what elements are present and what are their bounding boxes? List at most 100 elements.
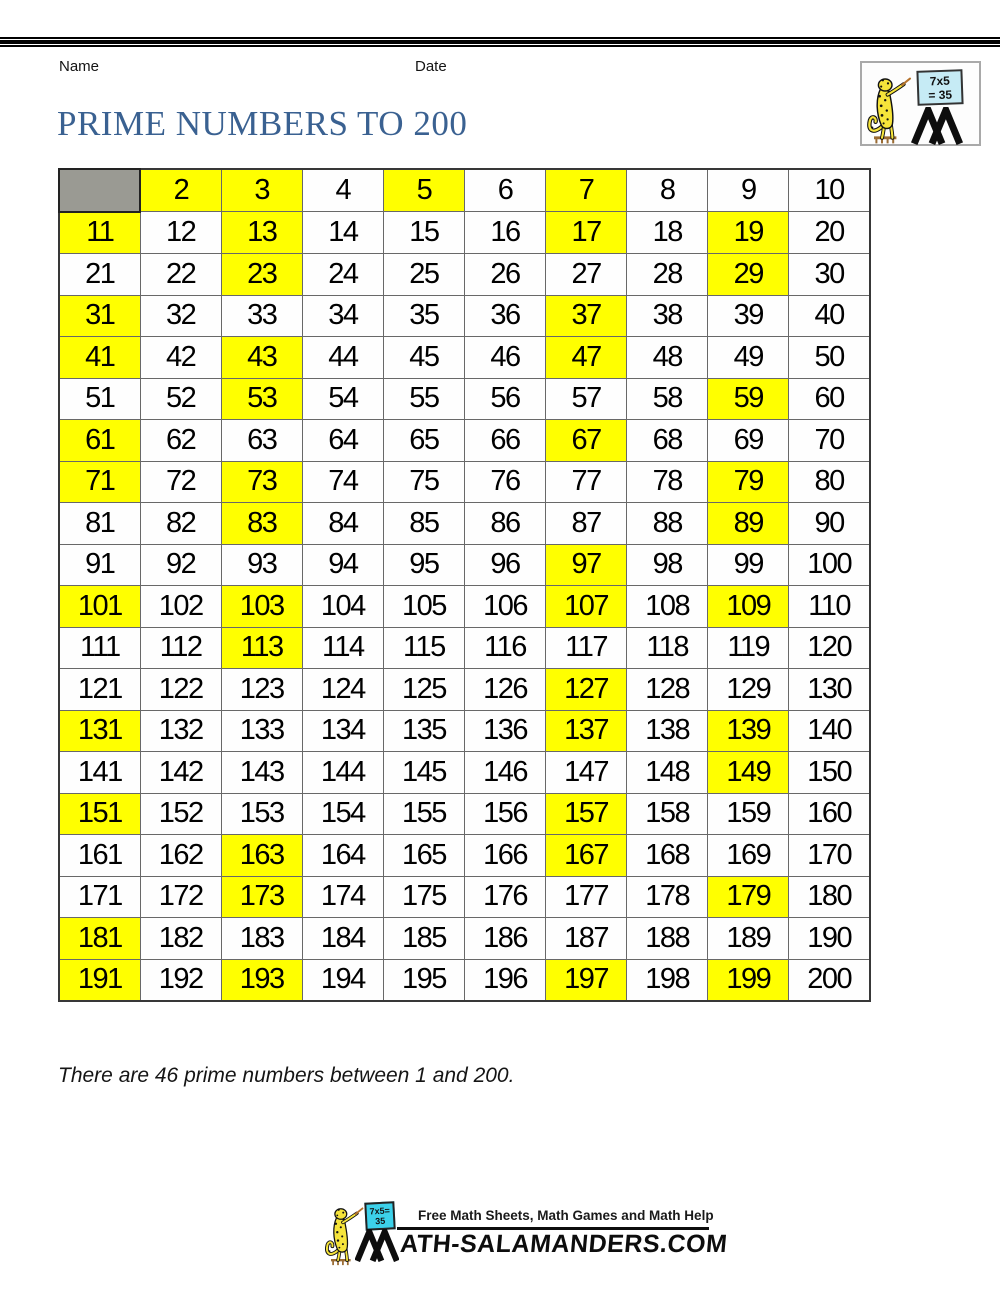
grid-cell-197: 197 (545, 958, 628, 1002)
math-salamanders-footer-logo: 7x5= 35 Free Math Sheets, Math Games and… (320, 1199, 729, 1273)
name-label: Name (59, 58, 100, 75)
grid-row: 181 182 183 184 185 186 187 188 189 190 (58, 917, 871, 960)
grid-cell-71: 71 (58, 460, 141, 503)
grid-cell-190: 190 (788, 917, 871, 960)
grid-cell-181: 181 (58, 917, 141, 960)
grid-cell-44: 44 (301, 336, 384, 379)
grid-cell-123: 123 (220, 668, 303, 711)
grid-cell-184: 184 (301, 917, 384, 960)
grid-cell-198: 198 (626, 958, 709, 1002)
grid-row: 41 42 43 44 45 46 47 48 49 50 (58, 336, 871, 379)
grid-cell-157: 157 (545, 792, 628, 835)
grid-cell-43: 43 (220, 336, 303, 379)
grid-cell-141: 141 (58, 751, 141, 794)
grid-cell-119: 119 (707, 626, 790, 669)
grid-cell-58: 58 (626, 377, 709, 420)
grid-cell-93: 93 (220, 543, 303, 586)
page-title: PRIME NUMBERS TO 200 (57, 104, 468, 143)
grid-cell-86: 86 (463, 502, 547, 545)
grid-cell-142: 142 (139, 751, 222, 794)
grid-cell-126: 126 (463, 668, 547, 711)
grid-cell-19: 19 (707, 211, 790, 254)
grid-cell-115: 115 (382, 626, 465, 669)
grid-cell-132: 132 (139, 709, 222, 752)
grid-cell-11: 11 (58, 211, 141, 254)
grid-cell-167: 167 (545, 834, 628, 877)
grid-cell-131: 131 (58, 709, 141, 752)
grid-cell-103: 103 (220, 585, 303, 628)
grid-cell-163: 163 (220, 834, 303, 877)
grid-row: 51 52 53 54 55 56 57 58 59 60 (58, 377, 871, 420)
grid-cell-26: 26 (463, 253, 547, 296)
grid-cell-59: 59 (707, 377, 790, 420)
grid-cell-27: 27 (545, 253, 628, 296)
grid-cell-40: 40 (788, 294, 871, 337)
grid-cell-164: 164 (301, 834, 384, 877)
grid-cell-195: 195 (382, 958, 465, 1002)
number-grid: 2 3 4 5 6 7 8 9 10 11 12 13 14 15 16 17 18 19 20 21 22 23 24 25… (57, 168, 871, 1002)
summary-note: There are 46 prime numbers between 1 and… (58, 1064, 515, 1087)
grid-cell-174: 174 (301, 875, 384, 918)
grid-cell-29: 29 (707, 253, 790, 296)
grid-cell-54: 54 (301, 377, 384, 420)
grid-cell-55: 55 (382, 377, 465, 420)
grid-cell-81: 81 (58, 502, 141, 545)
grid-cell-112: 112 (139, 626, 222, 669)
grid-cell-158: 158 (626, 792, 709, 835)
grid-cell-23: 23 (220, 253, 303, 296)
grid-cell-153: 153 (220, 792, 303, 835)
grid-cell-127: 127 (545, 668, 628, 711)
grid-cell-172: 172 (139, 875, 222, 918)
grid-cell-169: 169 (707, 834, 790, 877)
grid-cell-16: 16 (463, 211, 547, 254)
grid-cell-120: 120 (788, 626, 871, 669)
grid-cell-146: 146 (463, 751, 547, 794)
grid-cell-101: 101 (58, 585, 141, 628)
grid-cell-134: 134 (301, 709, 384, 752)
grid-cell-108: 108 (626, 585, 709, 628)
grid-row: 141 142 143 144 145 146 147 148 149 150 (58, 751, 871, 794)
grid-cell-171: 171 (58, 875, 141, 918)
grid-cell-124: 124 (301, 668, 384, 711)
grid-cell-161: 161 (58, 834, 141, 877)
grid-cell-73: 73 (220, 460, 303, 503)
grid-cell-82: 82 (139, 502, 222, 545)
grid-cell-61: 61 (58, 419, 141, 462)
grid-cell-199: 199 (707, 958, 790, 1002)
grid-cell-46: 46 (463, 336, 547, 379)
grid-cell-65: 65 (382, 419, 465, 462)
grid-cell-113: 113 (220, 626, 303, 669)
grid-row: 31 32 33 34 35 36 37 38 39 40 (58, 294, 871, 337)
grid-cell-57: 57 (545, 377, 628, 420)
grid-cell-135: 135 (382, 709, 465, 752)
grid-cell-51: 51 (58, 377, 141, 420)
grid-cell-14: 14 (301, 211, 384, 254)
grid-cell-129: 129 (707, 668, 790, 711)
grid-cell-183: 183 (220, 917, 303, 960)
grid-row: 171 172 173 174 175 176 177 178 179 180 (58, 875, 871, 918)
grid-cell-52: 52 (139, 377, 222, 420)
grid-cell-125: 125 (382, 668, 465, 711)
grid-cell-182: 182 (139, 917, 222, 960)
grid-cell-89: 89 (707, 502, 790, 545)
grid-cell-140: 140 (788, 709, 871, 752)
grid-cell-76: 76 (463, 460, 547, 503)
grid-cell-20: 20 (788, 211, 871, 254)
grid-cell-22: 22 (139, 253, 222, 296)
grid-cell-156: 156 (463, 792, 547, 835)
grid-cell-194: 194 (301, 958, 384, 1002)
grid-cell-66: 66 (463, 419, 547, 462)
grid-cell-147: 147 (545, 751, 628, 794)
grid-cell-177: 177 (545, 875, 628, 918)
grid-cell-91: 91 (58, 543, 141, 586)
grid-cell-106: 106 (463, 585, 547, 628)
grid-cell-77: 77 (545, 460, 628, 503)
grid-cell-162: 162 (139, 834, 222, 877)
grid-row: 191 192 193 194 195 196 197 198 199 200 (58, 958, 871, 1002)
board-line: = 35 (928, 87, 953, 103)
grid-cell-149: 149 (707, 751, 790, 794)
grid-cell-100: 100 (788, 543, 871, 586)
grid-cell-85: 85 (382, 502, 465, 545)
grid-cell-102: 102 (139, 585, 222, 628)
grid-cell-8: 8 (626, 168, 709, 212)
